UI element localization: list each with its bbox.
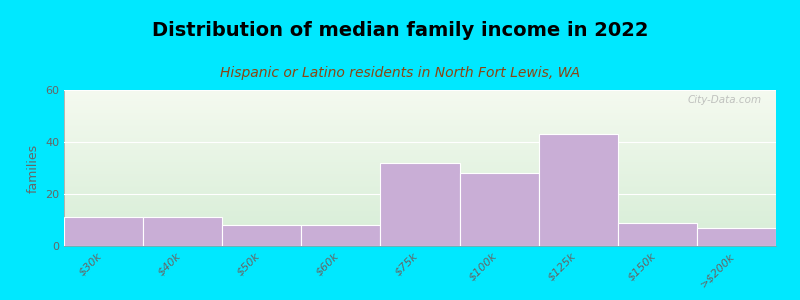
Bar bbox=[538, 134, 618, 246]
Text: City-Data.com: City-Data.com bbox=[688, 95, 762, 105]
Bar bbox=[143, 218, 222, 246]
Bar bbox=[459, 173, 538, 246]
Bar bbox=[64, 218, 143, 246]
Bar bbox=[618, 223, 697, 246]
Bar bbox=[697, 228, 776, 246]
Text: Distribution of median family income in 2022: Distribution of median family income in … bbox=[152, 21, 648, 40]
Bar bbox=[302, 225, 381, 246]
Text: Hispanic or Latino residents in North Fort Lewis, WA: Hispanic or Latino residents in North Fo… bbox=[220, 66, 580, 80]
Bar bbox=[222, 225, 302, 246]
Y-axis label: families: families bbox=[26, 143, 39, 193]
Bar bbox=[381, 163, 459, 246]
